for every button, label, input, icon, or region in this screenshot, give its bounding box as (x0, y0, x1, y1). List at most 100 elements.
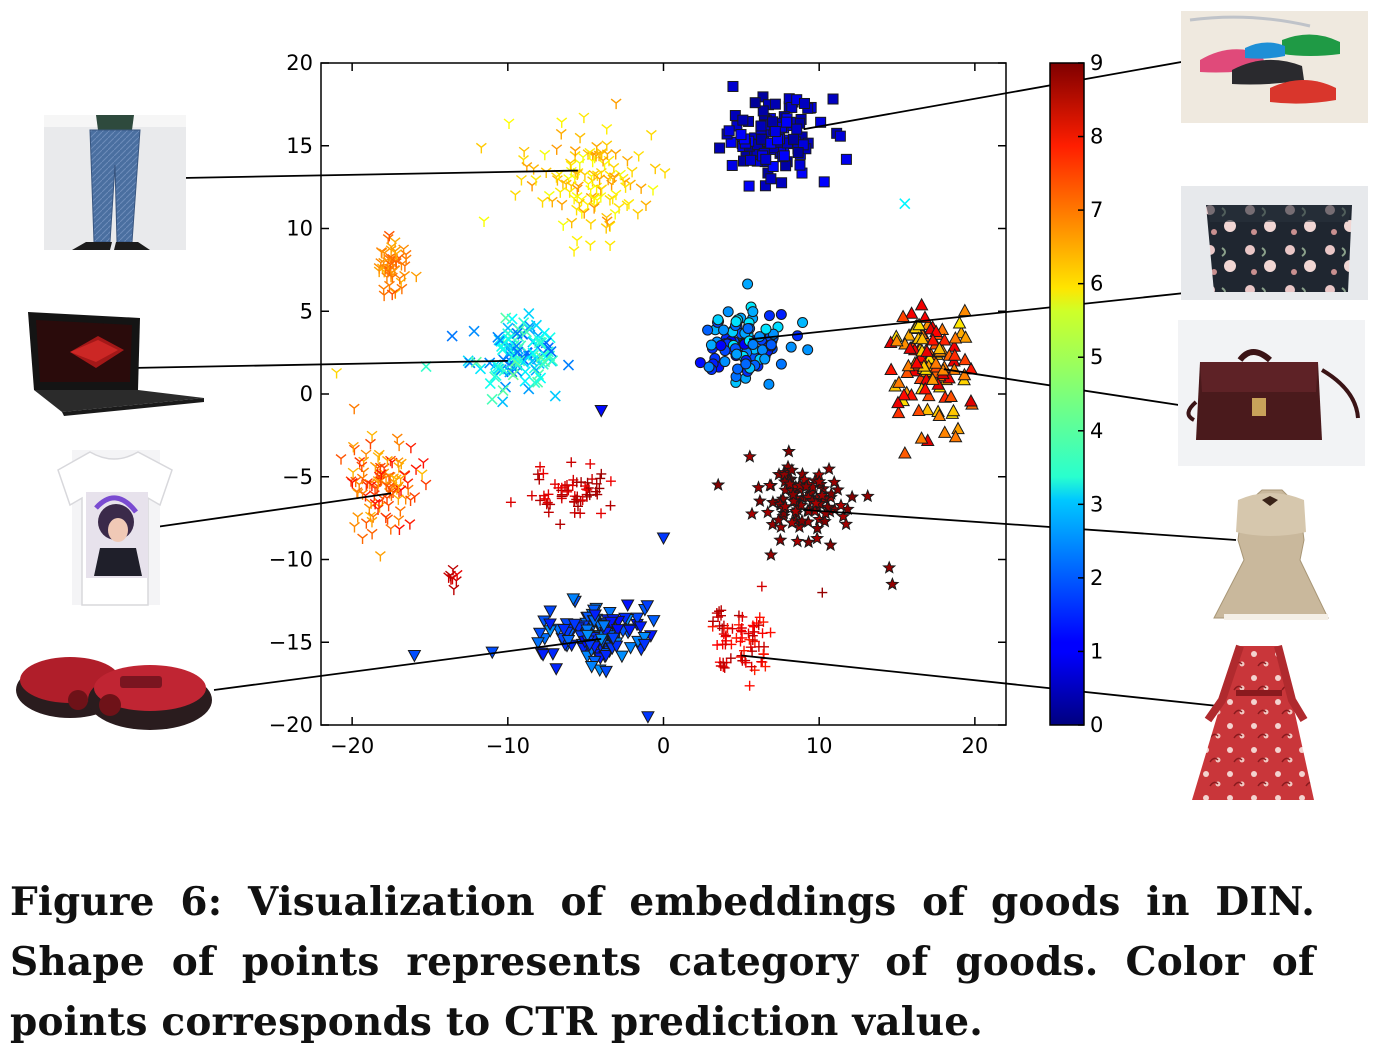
dress-point (740, 657, 751, 668)
handbag-point (897, 387, 911, 401)
coat-point (751, 480, 766, 494)
red-plus-point (543, 507, 554, 518)
slippers-point (610, 624, 625, 637)
colorbar-tick-label: 9 (1090, 51, 1103, 75)
leader-lines (127, 55, 1237, 707)
handbag-point (898, 446, 912, 459)
coat-point (808, 496, 823, 510)
handbag-point (914, 431, 929, 444)
handbag-point (946, 403, 961, 417)
jeans-point (632, 208, 644, 220)
slippers-point (602, 606, 617, 620)
coat-point (774, 519, 789, 534)
coat-point (790, 534, 805, 548)
tshirt-point (348, 403, 360, 415)
handbag-point (914, 297, 929, 311)
sneakers-point (745, 154, 757, 166)
x-tick-label: −10 (486, 734, 530, 758)
dress-point (708, 616, 719, 627)
jeans-point (609, 208, 621, 220)
jeans-point (640, 200, 652, 211)
sneakers-point (780, 160, 792, 172)
slippers-point (646, 615, 661, 628)
coat-point (771, 512, 786, 527)
red-plus-point (505, 497, 516, 508)
tshirt-point (335, 454, 347, 465)
sneakers-point (723, 125, 735, 137)
coat-point (786, 487, 801, 501)
coat-point (762, 478, 777, 492)
dress-point (736, 622, 747, 633)
skirt-point (386, 289, 398, 301)
red-plus-point (568, 474, 579, 485)
jeans-point (556, 117, 568, 128)
tshirt-point (366, 528, 378, 540)
jeans-point (568, 246, 580, 257)
laptop-point (537, 358, 549, 370)
coat-point (784, 462, 799, 477)
jeans-point (585, 218, 597, 230)
tshirt-image (57, 450, 173, 606)
laptop-point (511, 327, 523, 339)
jeans-point (620, 182, 632, 193)
tshirt-point (405, 442, 417, 454)
tshirt-point (365, 438, 376, 450)
tshirt-point (385, 524, 397, 535)
jeans-point (565, 158, 576, 170)
jeans-point (622, 155, 633, 167)
slippers-point (561, 634, 576, 648)
sneakers-point (794, 159, 806, 171)
jeans-point (539, 149, 551, 161)
jeans-point (518, 146, 530, 158)
tshirt-point (383, 500, 395, 512)
coat-point (752, 493, 767, 507)
slippers-point (549, 663, 564, 676)
tshirt-point (391, 433, 403, 445)
tshirt-point (420, 479, 432, 491)
slippers-point (599, 650, 613, 663)
tshirt-point (374, 550, 386, 562)
handbag-point (944, 389, 958, 402)
dress-point (754, 612, 765, 623)
clutch-point (763, 378, 775, 390)
tshirt-point (393, 481, 404, 492)
laptop-point (512, 346, 524, 358)
laptop-point (446, 330, 458, 342)
jeans-point (530, 175, 542, 186)
jeans-point (591, 182, 603, 194)
jeans-point (588, 194, 600, 206)
jeans-point (551, 144, 563, 155)
jeans-point (596, 184, 608, 195)
x-tick-label: −20 (330, 734, 374, 758)
jeans-point (564, 187, 576, 198)
jeans-point (509, 190, 521, 201)
small-red-y-point (447, 564, 459, 576)
laptop-point (535, 372, 547, 384)
slippers-point (546, 648, 560, 661)
laptop-image (28, 312, 204, 416)
laptop-leader-line (129, 360, 508, 369)
tshirt-point (392, 494, 404, 505)
slippers-point (584, 661, 599, 674)
skirt-point (386, 272, 398, 284)
handbag-point (958, 330, 973, 343)
coat-point (711, 477, 726, 491)
dress-point (727, 623, 738, 634)
sneakers-point (788, 133, 800, 145)
sneakers-point (792, 147, 804, 159)
jeans-point (601, 140, 613, 151)
handbag-point (892, 375, 906, 388)
coat-point (778, 499, 793, 513)
red-plus-point (575, 508, 586, 519)
handbag-point (891, 405, 906, 419)
clutch-point (763, 310, 775, 322)
slippers-point (622, 624, 637, 638)
dress-point (746, 661, 757, 672)
clutch-point (760, 323, 772, 335)
sneakers-point (767, 116, 779, 128)
handbag-point (912, 317, 926, 331)
handbag-point (920, 402, 935, 416)
tshirt-point (386, 457, 398, 469)
laptop-point (529, 377, 541, 389)
skirt-point (383, 230, 395, 242)
